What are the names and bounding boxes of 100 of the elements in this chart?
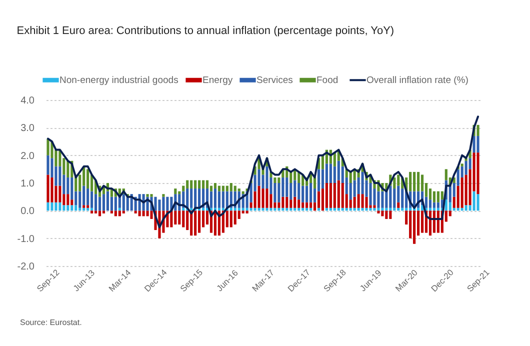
- bar: [444, 200, 448, 211]
- bar: [270, 208, 272, 211]
- bar: [50, 202, 54, 211]
- bar: [337, 160, 340, 180]
- bar: [298, 200, 300, 208]
- bar: [186, 188, 189, 208]
- bar: [361, 194, 364, 208]
- bar: [118, 188, 121, 194]
- bar: [282, 196, 284, 208]
- bar: [234, 186, 236, 192]
- bar: [54, 202, 58, 211]
- bar: [66, 205, 70, 211]
- bar: [306, 186, 308, 202]
- bar: [262, 188, 264, 208]
- bar: [274, 177, 276, 183]
- bar: [357, 194, 360, 208]
- bar: [46, 202, 50, 211]
- bar: [90, 210, 94, 214]
- bar: [353, 180, 356, 197]
- bar: [174, 188, 177, 194]
- bar: [94, 210, 98, 214]
- bar: [142, 210, 145, 216]
- bar: [198, 180, 201, 189]
- bar: [198, 188, 201, 208]
- bar: [194, 188, 197, 208]
- bar: [230, 210, 232, 228]
- bar: [369, 208, 372, 211]
- bar: [98, 196, 102, 211]
- bar: [58, 202, 62, 211]
- bar: [198, 210, 201, 233]
- bar: [432, 210, 436, 233]
- bar: [114, 196, 117, 211]
- bar: [278, 177, 280, 183]
- bar: [286, 196, 288, 208]
- bar: [146, 210, 149, 216]
- bar: [337, 180, 340, 208]
- bar: [154, 196, 157, 211]
- bar: [46, 138, 50, 156]
- bar: [134, 210, 137, 214]
- bar: [428, 200, 432, 208]
- bar: [369, 183, 372, 206]
- bar: [440, 191, 444, 200]
- bar: [401, 188, 404, 208]
- bar: [286, 177, 288, 197]
- bar: [66, 160, 70, 178]
- bar: [174, 210, 177, 224]
- bar: [98, 210, 102, 216]
- bar: [62, 205, 66, 211]
- bar: [377, 191, 380, 208]
- bar: [86, 188, 90, 206]
- bar: [238, 188, 240, 192]
- bar: [102, 210, 106, 214]
- y-tick-label: 0.0: [20, 206, 35, 218]
- bar: [309, 183, 312, 202]
- bar: [333, 183, 336, 208]
- bar: [341, 183, 344, 208]
- bar: [86, 169, 90, 189]
- bar: [381, 210, 384, 216]
- legend-label: Non-energy industrial goods: [60, 75, 179, 86]
- legend-label: Food: [316, 75, 338, 86]
- y-tick-label: 1.0: [20, 178, 35, 190]
- bar: [258, 186, 260, 208]
- bar: [202, 180, 205, 189]
- bar: [329, 164, 332, 183]
- bar: [82, 205, 86, 208]
- bar: [50, 177, 54, 202]
- bar: [186, 180, 189, 189]
- y-tick-label: 4.0: [20, 96, 35, 106]
- bar: [82, 186, 86, 206]
- bar: [385, 210, 388, 219]
- bar: [218, 186, 220, 192]
- bar: [325, 183, 328, 208]
- bar: [102, 194, 106, 211]
- bar: [222, 191, 224, 208]
- bar: [365, 196, 368, 208]
- bar: [178, 210, 181, 224]
- bar: [329, 183, 332, 208]
- bar: [476, 136, 480, 153]
- bar: [389, 186, 392, 208]
- bar: [436, 191, 440, 202]
- bar: [118, 210, 121, 216]
- bar: [122, 210, 125, 214]
- bar: [254, 208, 256, 211]
- bar: [393, 177, 396, 189]
- bar: [94, 194, 98, 211]
- bar: [472, 191, 476, 211]
- bar: [377, 210, 380, 214]
- bar: [262, 208, 264, 211]
- bar: [106, 191, 110, 211]
- source-note: Source: Eurostat.: [20, 318, 82, 327]
- bar: [409, 172, 412, 192]
- bar: [158, 200, 161, 211]
- bar: [420, 210, 424, 233]
- bar: [210, 191, 213, 208]
- bar: [436, 210, 440, 233]
- bar: [460, 164, 464, 166]
- bar: [397, 202, 400, 208]
- bar: [226, 186, 228, 192]
- bar: [397, 174, 400, 186]
- legend-label: Energy: [202, 75, 233, 86]
